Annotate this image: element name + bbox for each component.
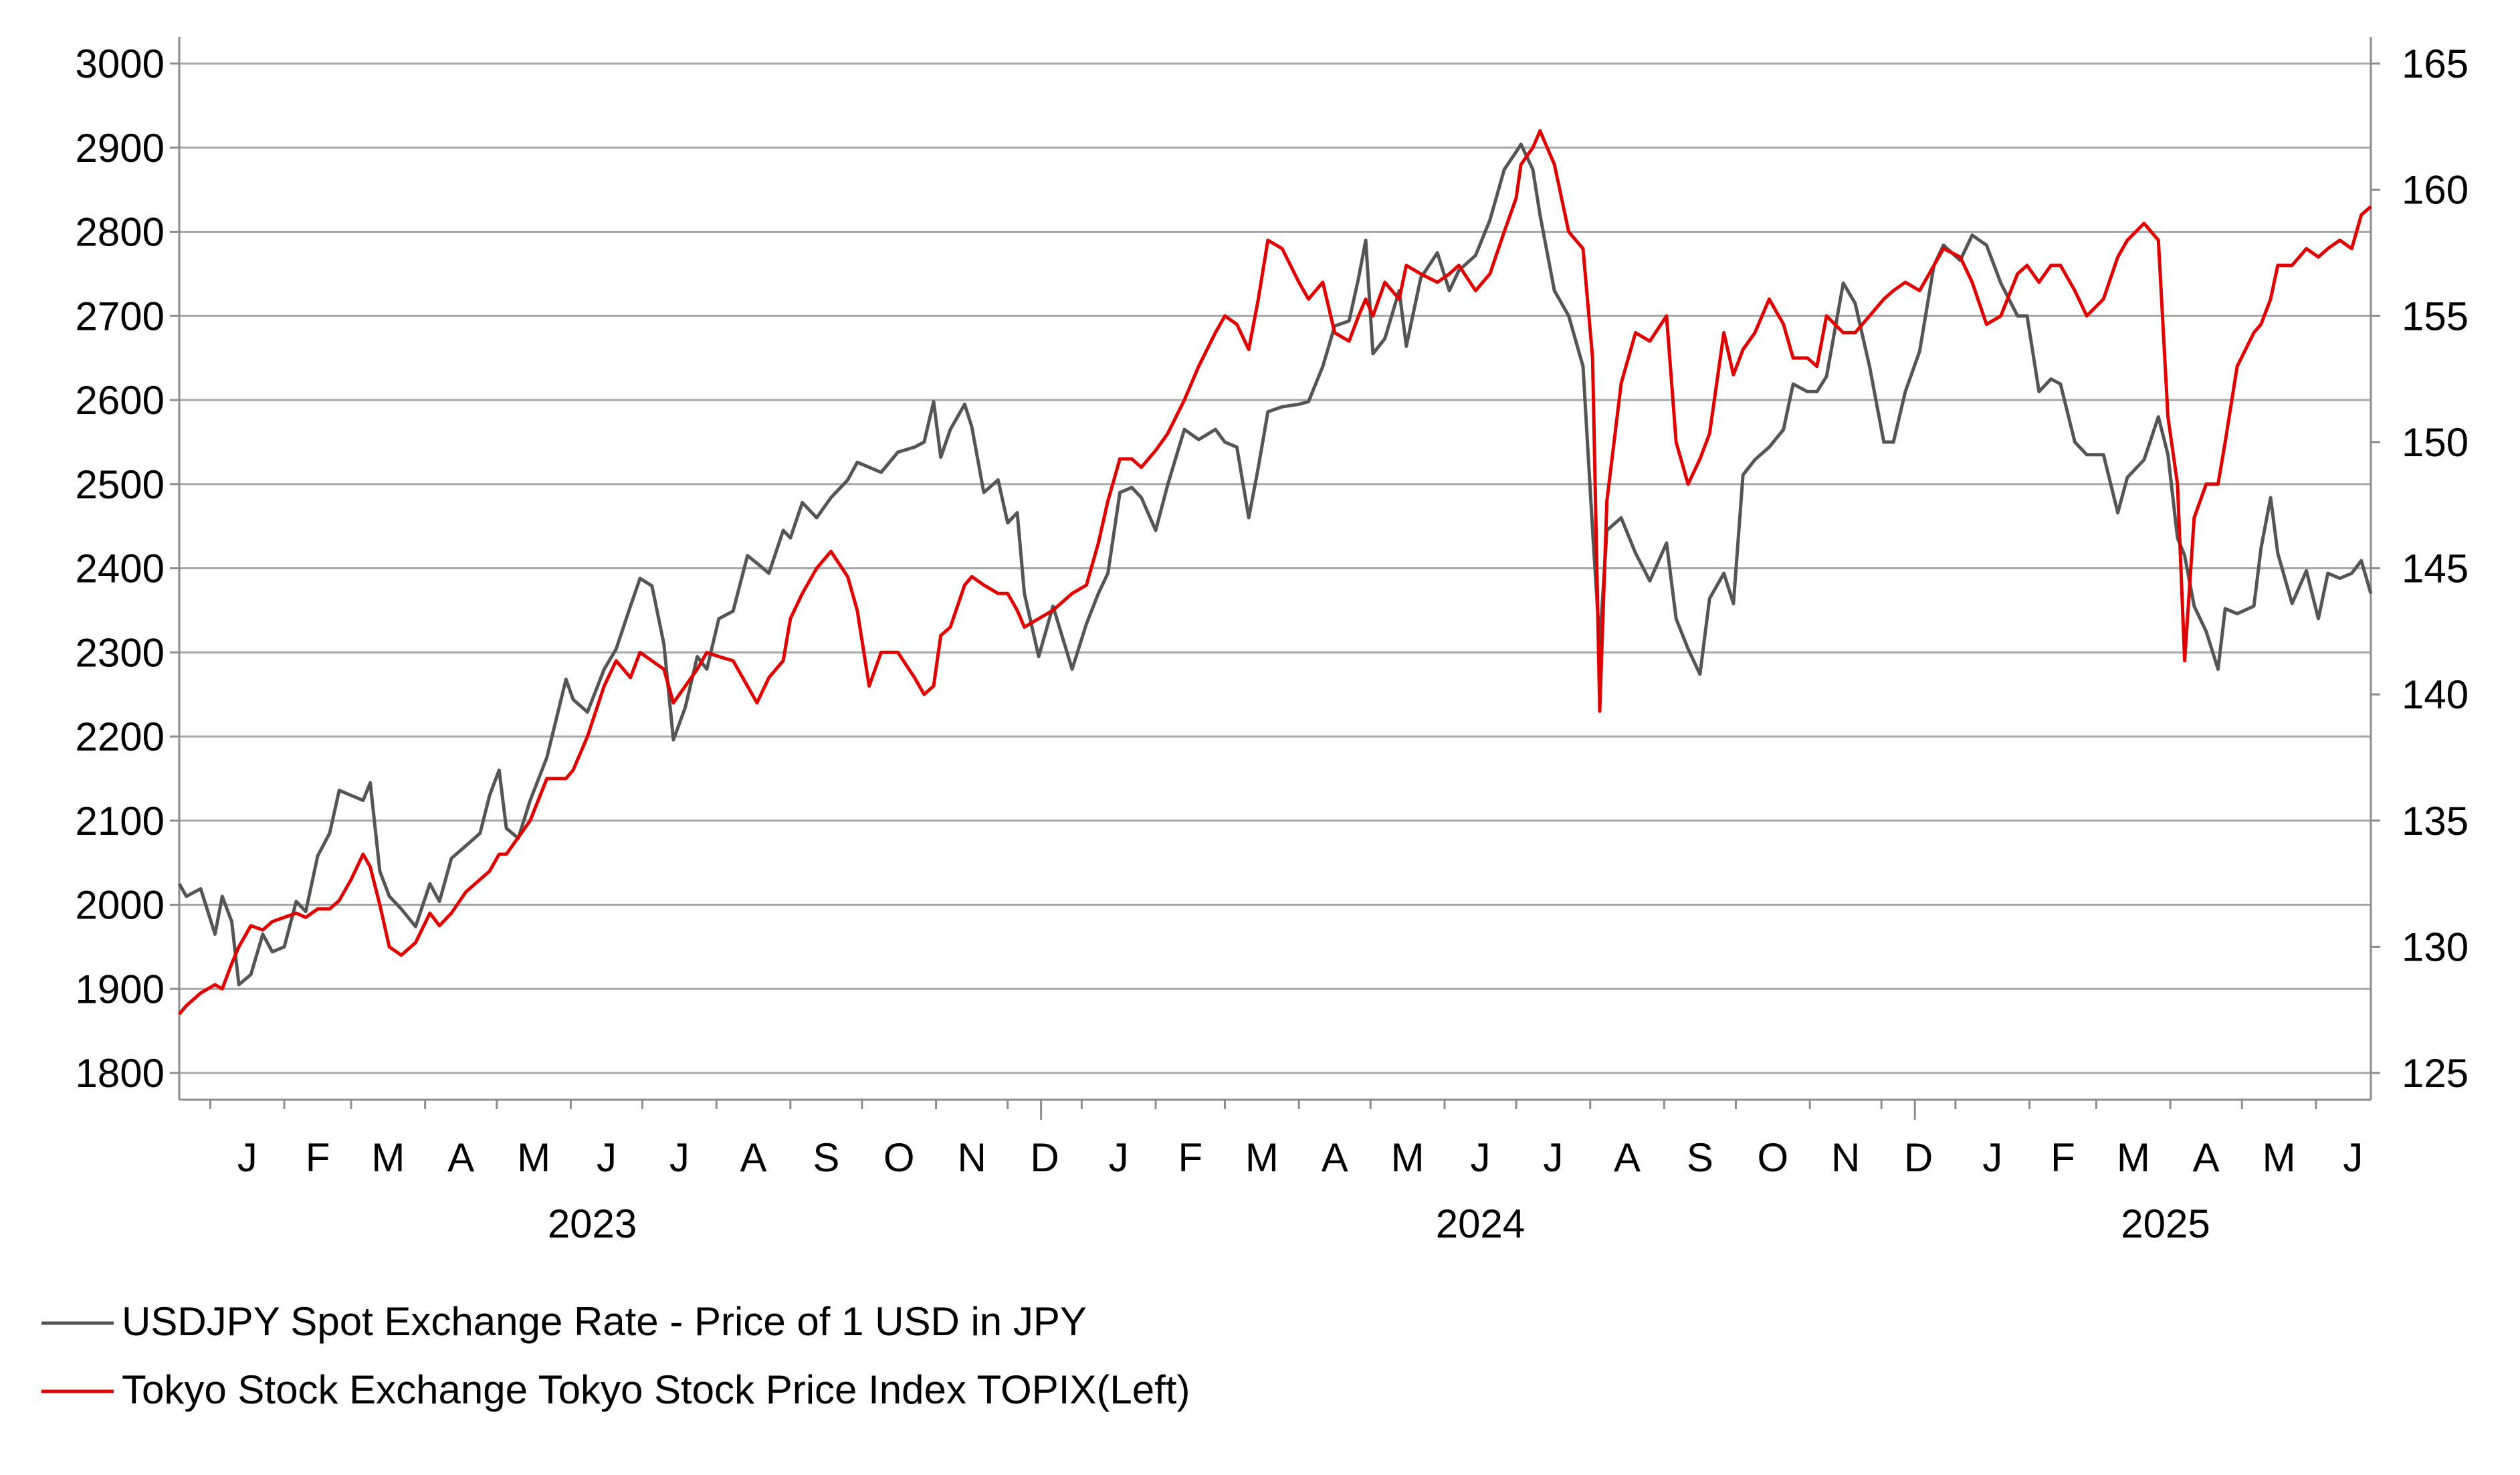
left-tick-label: 2900	[76, 126, 165, 171]
month-label: S	[1687, 1135, 1713, 1180]
month-label: M	[371, 1135, 405, 1180]
year-label: 2023	[548, 1201, 637, 1246]
month-label: S	[813, 1135, 839, 1180]
right-tick-label: 155	[2402, 294, 2469, 338]
month-label: N	[1831, 1135, 1860, 1180]
month-label: M	[2117, 1135, 2150, 1180]
left-tick-label: 2100	[76, 799, 165, 844]
month-label: D	[1904, 1135, 1933, 1180]
right-tick-label: 135	[2402, 799, 2469, 844]
month-label: M	[517, 1135, 550, 1180]
month-label: F	[306, 1135, 330, 1180]
month-label: A	[2193, 1135, 2220, 1180]
month-label: J	[1109, 1135, 1129, 1180]
year-label: 2024	[1436, 1201, 1525, 1246]
month-label: J	[669, 1135, 690, 1180]
right-tick-label: 160	[2402, 168, 2469, 213]
right-tick-label: 125	[2402, 1051, 2469, 1096]
month-label: A	[740, 1135, 767, 1180]
left-tick-label: 2500	[76, 462, 165, 507]
left-tick-label: 3000	[76, 41, 165, 86]
left-tick-label: 2000	[76, 883, 165, 928]
left-tick-label: 2600	[76, 378, 165, 423]
right-tick-label: 145	[2402, 547, 2469, 591]
month-label: F	[1178, 1135, 1202, 1180]
month-label: A	[1322, 1135, 1348, 1180]
month-label: D	[1030, 1135, 1059, 1180]
month-label: J	[2343, 1135, 2363, 1180]
legend-label-topix: Tokyo Stock Exchange Tokyo Stock Price I…	[122, 1367, 1190, 1412]
month-label: F	[2051, 1135, 2075, 1180]
right-tick-label: 165	[2402, 41, 2469, 86]
month-label: O	[883, 1135, 915, 1180]
axes	[170, 37, 2380, 1120]
topix-series-line	[178, 129, 2372, 1015]
month-label: J	[1982, 1135, 2002, 1180]
month-label: M	[1391, 1135, 1425, 1180]
month-label: J	[1470, 1135, 1490, 1180]
month-label: A	[447, 1135, 474, 1180]
series-lines	[177, 129, 2373, 1015]
legend: USDJPY Spot Exchange Rate - Price of 1 U…	[41, 1299, 1190, 1412]
month-label: O	[1757, 1135, 1788, 1180]
month-label: J	[597, 1135, 617, 1180]
right-tick-label: 130	[2402, 924, 2469, 969]
right-tick-label: 140	[2402, 672, 2469, 717]
month-label: A	[1614, 1135, 1641, 1180]
left-tick-label: 2800	[76, 210, 165, 255]
month-label: M	[2263, 1135, 2296, 1180]
left-tick-label: 2700	[76, 294, 165, 338]
left-tick-label: 2300	[76, 630, 165, 675]
left-tick-label: 1800	[76, 1051, 165, 1096]
left-tick-label: 2400	[76, 547, 165, 591]
month-label: J	[237, 1135, 257, 1180]
month-label: M	[1245, 1135, 1279, 1180]
axis-labels: 1800 1900 2000 2100 2200 2300 2400 2500 2600 2700…	[76, 41, 2469, 1246]
month-label: J	[1543, 1135, 1563, 1180]
year-label: 2025	[2121, 1201, 2210, 1246]
left-tick-label: 2200	[76, 714, 165, 759]
right-tick-label: 150	[2402, 420, 2469, 465]
month-label: N	[957, 1135, 986, 1180]
usdjpy-series-line	[177, 142, 2373, 987]
gridlines	[179, 62, 2371, 1074]
left-tick-label: 1900	[76, 967, 165, 1011]
legend-label-usdjpy: USDJPY Spot Exchange Rate - Price of 1 U…	[122, 1299, 1087, 1344]
